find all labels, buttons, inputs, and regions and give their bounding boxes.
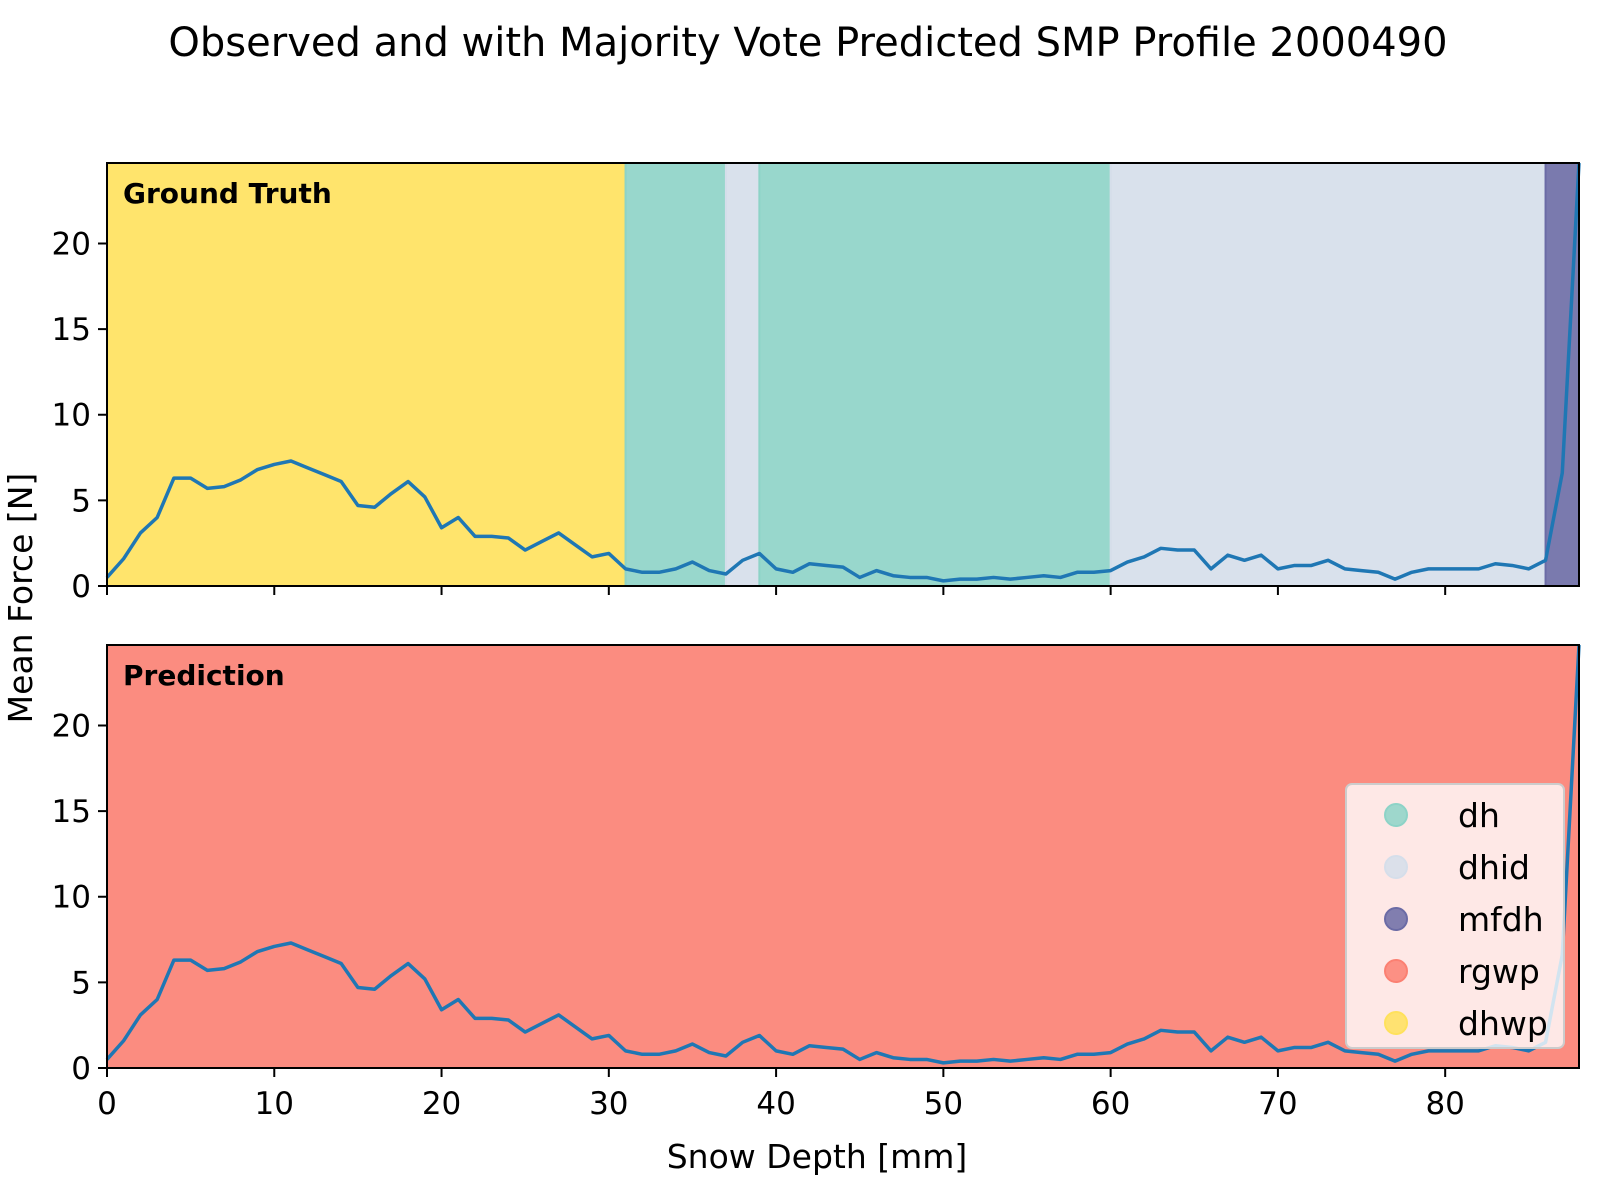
y-tick-label: 15 [52,794,91,830]
panel-label: Ground Truth [123,177,332,210]
y-tick-label: 0 [71,1051,91,1087]
segment-mfdh [1544,162,1580,587]
y-tick-label: 5 [71,483,91,519]
y-tick-label: 10 [52,398,91,434]
x-tick-label: 50 [924,1086,963,1122]
x-axis-label: Snow Depth [mm] [667,1137,968,1176]
legend-label-dh: dh [1458,796,1500,835]
legend-label-rgwp: rgwp [1458,952,1540,991]
chart-title: Observed and with Majority Vote Predicte… [168,20,1447,66]
legend-marker-dh [1384,803,1408,827]
segment-dhid [1109,162,1547,587]
x-tick-label: 10 [255,1086,294,1122]
x-tick-label: 30 [589,1086,628,1122]
legend-label-dhwp: dhwp [1458,1004,1548,1043]
y-tick-label: 20 [52,708,91,744]
y-tick-label: 0 [71,569,91,605]
x-tick-label: 80 [1425,1086,1464,1122]
x-tick-label: 60 [1091,1086,1130,1122]
segment-dh [758,162,1112,587]
plot-frame [106,644,1580,1069]
segment-dh [624,162,727,587]
legend-marker-rgwp [1384,959,1408,983]
x-tick-label: 20 [422,1086,461,1122]
legend-marker-dhwp [1384,1011,1408,1035]
y-tick-label: 20 [52,226,91,262]
panel-label: Prediction [123,659,285,692]
y-tick-label: 15 [52,312,91,348]
force-line [105,644,1581,1065]
segment-dhwp [106,162,627,587]
y-axis-label: Mean Force [N] [1,473,40,724]
legend-label-dhid: dhid [1458,848,1530,887]
y-tick-label: 5 [71,965,91,1001]
legend-marker-mfdh [1384,907,1408,931]
legend-label-mfdh: mfdh [1458,900,1544,939]
force-line [105,162,1581,583]
x-tick-label: 0 [97,1086,117,1122]
x-tick-label: 40 [756,1086,795,1122]
x-tick-label: 70 [1258,1086,1297,1122]
legend-marker-dhid [1384,855,1408,879]
segment-dhid [724,162,761,587]
plot-frame [106,162,1580,587]
y-tick-label: 10 [52,880,91,916]
